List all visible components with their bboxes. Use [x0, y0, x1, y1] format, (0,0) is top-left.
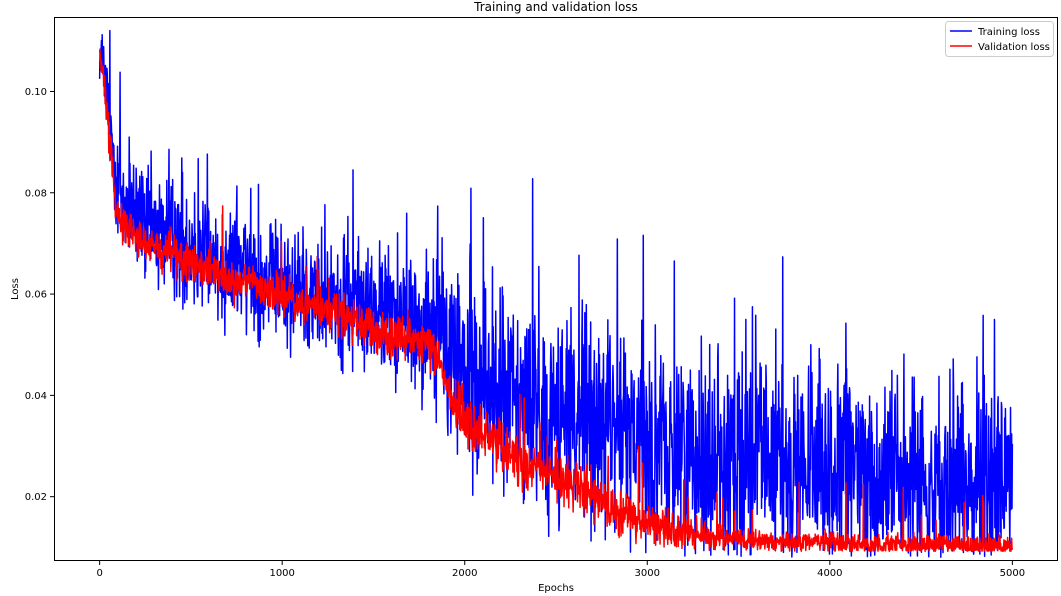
y-axis-ticks: 0.02 0.04 0.06 0.08 0.10	[25, 87, 54, 503]
validation-loss-line	[98, 48, 1014, 553]
x-tick-label: 1000	[269, 568, 294, 579]
x-tick-label: 4000	[817, 568, 842, 579]
legend-label-validation: Validation loss	[978, 42, 1050, 53]
y-axis-label: Loss	[10, 278, 21, 300]
legend: Training loss Validation loss	[945, 21, 1054, 57]
x-tick-label: 5000	[1000, 568, 1025, 579]
plot-frame	[54, 17, 1058, 561]
y-tick-label: 0.04	[25, 391, 47, 402]
legend-box	[945, 21, 1054, 57]
series-layer	[98, 29, 1014, 558]
y-tick-label: 0.08	[25, 188, 47, 199]
chart-title: Training and validation loss	[473, 0, 638, 14]
x-axis-label: Epochs	[538, 583, 574, 594]
x-tick-label: 2000	[452, 568, 477, 579]
y-tick-label: 0.02	[25, 492, 47, 503]
legend-label-training: Training loss	[977, 27, 1040, 38]
x-axis-ticks: 0 1000 2000 3000 4000 5000	[96, 561, 1025, 579]
training-loss-line	[98, 29, 1014, 558]
x-tick-label: 3000	[635, 568, 660, 579]
y-tick-label: 0.06	[25, 290, 47, 301]
x-tick-label: 0	[96, 568, 102, 579]
y-tick-label: 0.10	[25, 87, 47, 98]
